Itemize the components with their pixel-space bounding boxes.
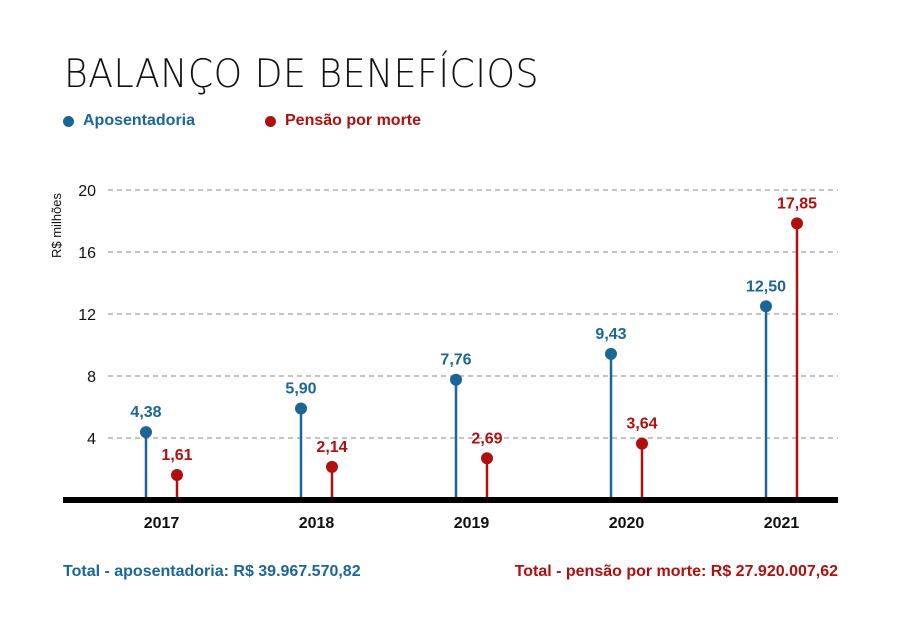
legend-dot-icon xyxy=(63,115,74,127)
data-label: 5,90 xyxy=(285,381,316,398)
total-aposentadoria: Total - aposentadoria: R$ 39.967.570,82 xyxy=(63,563,361,580)
y-tick-label: 8 xyxy=(87,369,96,386)
data-label: 17,85 xyxy=(777,195,817,212)
data-label: 12,50 xyxy=(746,278,786,295)
data-label: 4,38 xyxy=(130,404,161,421)
legend-aposentadoria: Aposentadoria xyxy=(63,112,195,130)
data-point xyxy=(636,437,648,450)
legend-dot-icon xyxy=(265,115,276,127)
data-point xyxy=(481,452,493,465)
data-point xyxy=(791,217,803,230)
total-pensao: Total - pensão por morte: R$ 27.920.007,… xyxy=(514,563,838,580)
data-point xyxy=(450,373,462,386)
data-label: 7,76 xyxy=(440,352,471,369)
x-tick-label: 2019 xyxy=(454,515,490,532)
data-point xyxy=(295,402,307,415)
data-point xyxy=(171,469,183,482)
x-tick-label: 2020 xyxy=(609,515,645,532)
data-label: 2,69 xyxy=(471,430,502,447)
data-point xyxy=(140,426,152,439)
legend-label: Aposentadoria xyxy=(83,112,196,129)
x-tick-label: 2017 xyxy=(144,515,180,532)
data-label: 9,43 xyxy=(595,326,626,343)
x-axis-baseline xyxy=(63,497,838,503)
legend-pensao: Pensão por morte xyxy=(265,112,421,130)
y-tick-label: 4 xyxy=(87,431,96,448)
data-label: 2,14 xyxy=(316,439,347,456)
x-tick-label: 2021 xyxy=(764,515,800,532)
legend-label: Pensão por morte xyxy=(285,112,422,129)
data-point xyxy=(605,347,617,360)
y-tick-label: 20 xyxy=(78,183,96,200)
chart-title: BALANÇO DE BENEFÍCIOS xyxy=(64,52,539,97)
data-point xyxy=(760,300,772,313)
data-label: 1,61 xyxy=(161,447,192,464)
y-axis-label: R$ milhões xyxy=(49,192,64,258)
x-tick-label: 2018 xyxy=(299,515,335,532)
y-tick-label: 16 xyxy=(78,245,96,262)
data-point xyxy=(326,460,338,473)
data-label: 3,64 xyxy=(626,416,657,433)
y-tick-label: 12 xyxy=(78,307,96,324)
